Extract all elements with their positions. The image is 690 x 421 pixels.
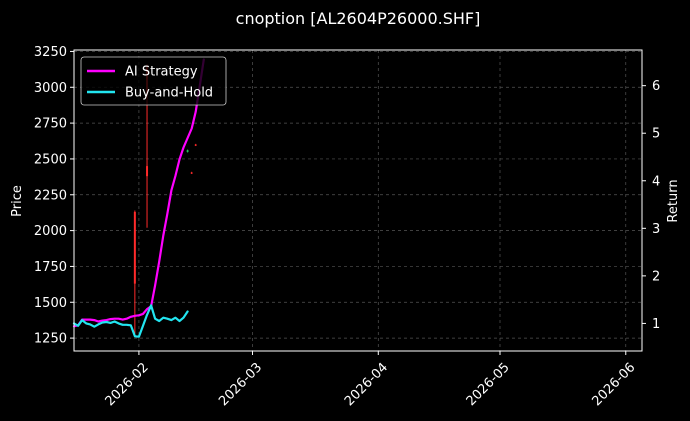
y-tick-label: 1750 <box>34 260 67 275</box>
y-tick-label: 3000 <box>34 81 67 96</box>
series-line-buy-and-hold <box>72 304 189 338</box>
candle-body <box>190 172 193 174</box>
plot-frame <box>73 49 643 352</box>
candle-body <box>146 166 149 177</box>
y2-tick-label: 4 <box>652 174 660 189</box>
y2-tick-label: 5 <box>652 127 660 142</box>
y-tick-label: 3250 <box>34 45 67 60</box>
y2-tick-label: 3 <box>652 222 660 237</box>
series-lines <box>72 58 205 338</box>
series-line-ai-strategy <box>72 58 205 328</box>
legend-label: AI Strategy <box>125 65 198 80</box>
legend-box <box>80 56 227 106</box>
y2-tick-label: 1 <box>652 317 660 332</box>
y-tick-label: 2250 <box>34 188 67 203</box>
grid <box>74 50 642 351</box>
y2-axis-label: Return <box>666 179 681 222</box>
y2-tick-label: 2 <box>652 269 660 284</box>
y2-tick-label: 6 <box>652 79 660 94</box>
y-axis-label: Price <box>10 185 25 217</box>
y-tick-label: 2000 <box>34 224 67 239</box>
chart-title: cnoption [AL2604P26000.SHF] <box>236 9 481 28</box>
y-tick-label: 2750 <box>34 117 67 132</box>
candle-body <box>133 211 136 284</box>
y-axis-ticks: 1250 1500 1750 2000 2250 2500 2750 3000 3250 <box>34 45 74 347</box>
candle-body <box>194 144 197 146</box>
y-tick-label: 1500 <box>34 296 67 311</box>
legend: AI Strategy Buy-and-Hold <box>80 56 227 106</box>
candle-body <box>186 150 189 152</box>
y-tick-label: 1250 <box>34 332 67 347</box>
legend-label: Buy-and-Hold <box>125 86 213 101</box>
y-tick-label: 2500 <box>34 152 67 167</box>
y2-axis-ticks: 1 2 3 4 5 6 <box>642 79 660 332</box>
